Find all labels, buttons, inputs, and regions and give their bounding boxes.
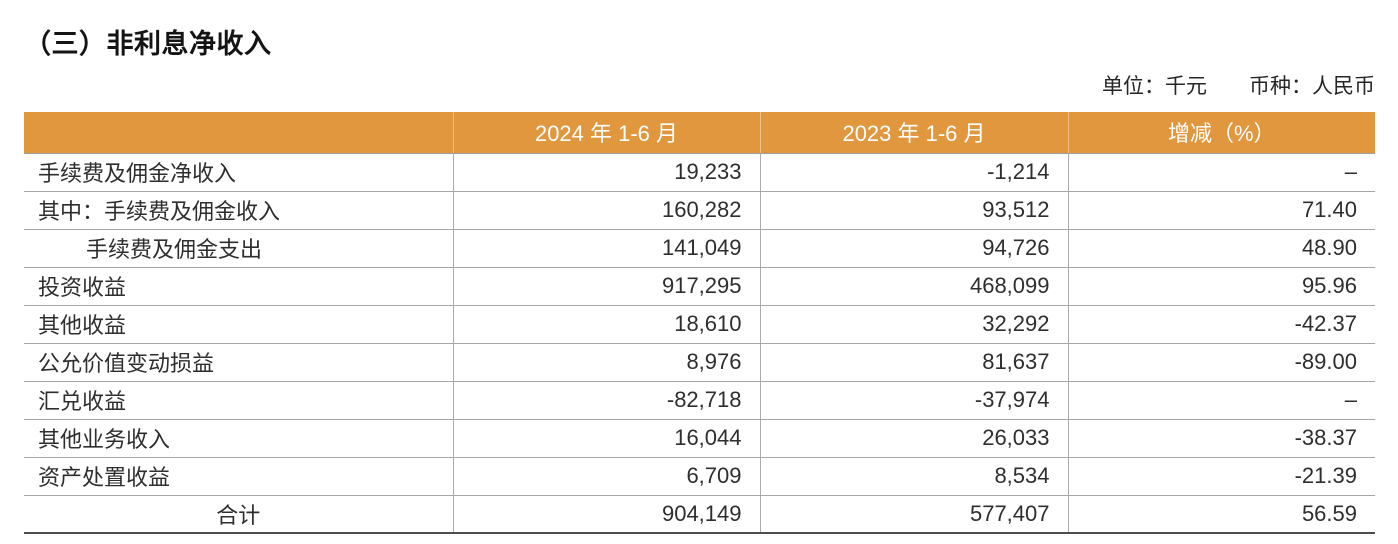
value-2023: -37,974 — [759, 381, 1068, 420]
page-title: （三）非利息净收入 — [24, 29, 272, 59]
value-change: -21.39 — [1067, 457, 1375, 496]
value-2024: 18,610 — [452, 305, 760, 344]
table-header-row: 2024 年 1-6 月 2023 年 1-6 月 增减（%） — [24, 112, 1375, 154]
row-label: 其中：手续费及佣金收入 — [24, 191, 453, 230]
value-2024: 904,149 — [452, 495, 760, 534]
value-change: – — [1067, 381, 1375, 420]
table-row: 公允价值变动损益 8,976 81,637 -89.00 — [24, 343, 1375, 382]
non-interest-income-table: 2024 年 1-6 月 2023 年 1-6 月 增减（%） 手续费及佣金净收… — [24, 112, 1375, 534]
value-2024: 8,976 — [452, 343, 760, 382]
row-label: 资产处置收益 — [24, 457, 453, 496]
value-change: -42.37 — [1067, 305, 1375, 344]
row-label: 汇兑收益 — [24, 381, 453, 420]
value-2023: 26,033 — [759, 419, 1068, 458]
value-change: 95.96 — [1067, 267, 1375, 306]
value-change: 48.90 — [1067, 229, 1375, 268]
value-2024: 19,233 — [452, 153, 760, 192]
table-row: 汇兑收益 -82,718 -37,974 – — [24, 381, 1375, 420]
unit-note: 单位：千元 — [1102, 75, 1207, 98]
value-2023: 32,292 — [759, 305, 1068, 344]
row-label: 其他业务收入 — [24, 419, 453, 458]
table-row: 其中：手续费及佣金收入 160,282 93,512 71.40 — [24, 191, 1375, 230]
value-2023: 94,726 — [759, 229, 1068, 268]
value-2023: 93,512 — [759, 191, 1068, 230]
table-row: 其他业务收入 16,044 26,033 -38.37 — [24, 419, 1375, 458]
unit-currency-line: 单位：千元 币种：人民币 — [24, 70, 1375, 100]
value-change: 56.59 — [1067, 495, 1375, 534]
table-row: 其他收益 18,610 32,292 -42.37 — [24, 305, 1375, 344]
value-2023: 8,534 — [759, 457, 1068, 496]
value-change: -89.00 — [1067, 343, 1375, 382]
value-2024: -82,718 — [452, 381, 760, 420]
table-row-total: 合计 904,149 577,407 56.59 — [24, 495, 1375, 534]
row-label: 手续费及佣金支出 — [24, 229, 453, 268]
value-2024: 160,282 — [452, 191, 760, 230]
value-2024: 917,295 — [452, 267, 760, 306]
value-2023: 577,407 — [759, 495, 1068, 534]
currency-note: 币种：人民币 — [1249, 75, 1375, 98]
value-change: 71.40 — [1067, 191, 1375, 230]
row-label: 投资收益 — [24, 267, 453, 306]
header-cell-period-2023: 2023 年 1-6 月 — [759, 112, 1068, 154]
row-label: 其他收益 — [24, 305, 453, 344]
value-2023: 81,637 — [759, 343, 1068, 382]
value-2024: 6,709 — [452, 457, 760, 496]
header-cell-period-2024: 2024 年 1-6 月 — [452, 112, 760, 154]
value-2023: 468,099 — [759, 267, 1068, 306]
row-label-total: 合计 — [24, 495, 453, 534]
value-change: – — [1067, 153, 1375, 192]
value-2024: 16,044 — [452, 419, 760, 458]
value-2023: -1,214 — [759, 153, 1068, 192]
table-row: 手续费及佣金支出 141,049 94,726 48.90 — [24, 229, 1375, 268]
value-2024: 141,049 — [452, 229, 760, 268]
table-row: 资产处置收益 6,709 8,534 -21.39 — [24, 457, 1375, 496]
row-label: 公允价值变动损益 — [24, 343, 453, 382]
table-row: 手续费及佣金净收入 19,233 -1,214 – — [24, 153, 1375, 192]
table-row: 投资收益 917,295 468,099 95.96 — [24, 267, 1375, 306]
value-change: -38.37 — [1067, 419, 1375, 458]
header-cell-item — [24, 112, 453, 154]
header-cell-change-pct: 增减（%） — [1067, 112, 1375, 154]
row-label: 手续费及佣金净收入 — [24, 153, 453, 192]
